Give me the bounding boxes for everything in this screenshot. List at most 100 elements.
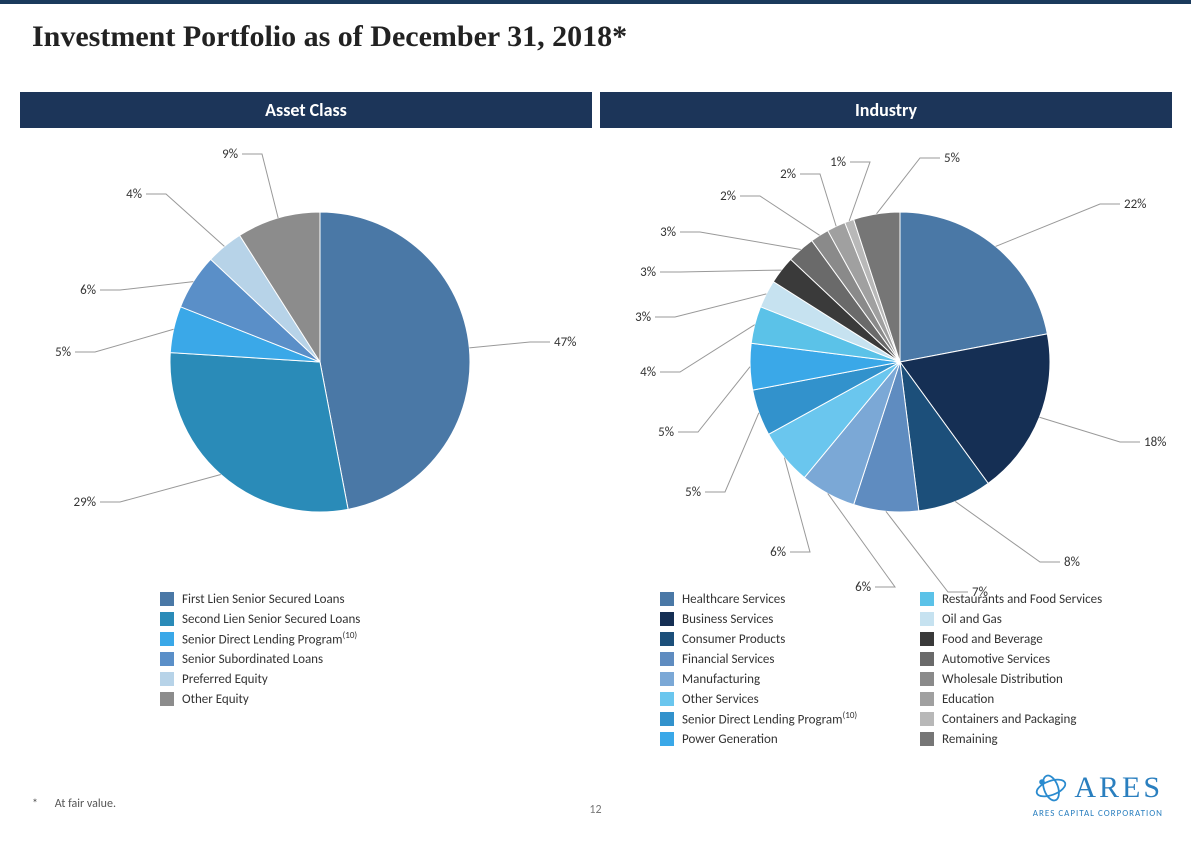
- legend-item: Healthcare Services: [660, 589, 920, 609]
- asset-class-header: Asset Class: [20, 92, 592, 128]
- legend-item: Second Lien Senior Secured Loans: [160, 609, 560, 629]
- slice-percent-label: 1%: [830, 155, 846, 170]
- legend-label: Power Generation: [682, 732, 778, 747]
- legend-swatch: [160, 612, 174, 626]
- leader-line: [705, 413, 759, 492]
- legend-swatch: [160, 672, 174, 686]
- asset-class-legend: First Lien Senior Secured Loans Second L…: [160, 589, 560, 709]
- leader-line: [800, 174, 836, 226]
- legend-item: First Lien Senior Secured Loans: [160, 589, 560, 609]
- legend-label: Remaining: [942, 732, 998, 747]
- slice-percent-label: 9%: [222, 147, 238, 162]
- leader-line: [655, 294, 766, 317]
- legend-swatch: [920, 612, 934, 626]
- leader-line: [849, 162, 870, 221]
- logo-brand-text: ARES: [1074, 773, 1163, 803]
- legend-swatch: [920, 692, 934, 706]
- legend-label: Other Equity: [182, 692, 249, 707]
- industry-legend: Healthcare Services Business Services Co…: [660, 589, 1180, 749]
- legend-swatch: [920, 652, 934, 666]
- legend-label: Preferred Equity: [182, 672, 268, 687]
- leader-line: [100, 282, 193, 290]
- legend-item: Senior Direct Lending Program(10): [660, 709, 920, 729]
- leader-line: [740, 196, 820, 235]
- legend-item: Other Services: [660, 689, 920, 709]
- pie-slice: [170, 353, 348, 512]
- legend-label: Restaurants and Food Services: [942, 592, 1102, 607]
- legend-label: Financial Services: [682, 652, 774, 667]
- legend-swatch: [660, 672, 674, 686]
- legend-item: Consumer Products: [660, 629, 920, 649]
- legend-item: Restaurants and Food Services: [920, 589, 1180, 609]
- industry-pie: 22%18%8%7%6%6%5%5%4%3%3%3%2%2%1%5%: [600, 132, 1172, 632]
- legend-swatch: [920, 672, 934, 686]
- legend-swatch: [160, 592, 174, 606]
- leader-line: [660, 325, 755, 372]
- ares-logo: ARES ARES CAPITAL CORPORATION: [1033, 773, 1163, 819]
- legend-swatch: [660, 632, 674, 646]
- legend-swatch: [660, 652, 674, 666]
- legend-swatch: [660, 712, 674, 726]
- legend-item: Automotive Services: [920, 649, 1180, 669]
- legend-swatch: [660, 732, 674, 746]
- legend-label: Senior Direct Lending Program(10): [682, 710, 857, 727]
- slice-percent-label: 3%: [635, 310, 651, 325]
- page-title: Investment Portfolio as of December 31, …: [32, 20, 627, 54]
- legend-swatch: [660, 692, 674, 706]
- slice-percent-label: 5%: [658, 425, 674, 440]
- legend-item: Remaining: [920, 729, 1180, 749]
- legend-label: Manufacturing: [682, 672, 760, 687]
- logo-subtext: ARES CAPITAL CORPORATION: [1033, 808, 1163, 819]
- legend-label: Healthcare Services: [682, 592, 785, 607]
- leader-line: [680, 232, 801, 249]
- legend-label: Education: [942, 692, 994, 707]
- industry-header: Industry: [600, 92, 1172, 128]
- leader-line: [678, 367, 750, 432]
- slice-percent-label: 4%: [126, 187, 142, 202]
- legend-item: Senior Direct Lending Program(10): [160, 629, 560, 649]
- slice-percent-label: 47%: [554, 335, 576, 350]
- slice-percent-label: 5%: [944, 151, 960, 166]
- slice-percent-label: 5%: [685, 485, 701, 500]
- legend-label: Senior Subordinated Loans: [182, 652, 323, 667]
- industry-chart: 22%18%8%7%6%6%5%5%4%3%3%3%2%2%1%5%: [600, 132, 1172, 632]
- legend-swatch: [160, 692, 174, 706]
- legend-label: Automotive Services: [942, 652, 1050, 667]
- legend-swatch: [920, 592, 934, 606]
- slice-percent-label: 3%: [660, 225, 676, 240]
- legend-swatch: [920, 732, 934, 746]
- legend-item: Power Generation: [660, 729, 920, 749]
- leader-line: [100, 475, 221, 502]
- legend-label: Second Lien Senior Secured Loans: [182, 612, 360, 627]
- legend-label: Other Services: [682, 692, 759, 707]
- slice-percent-label: 4%: [640, 365, 656, 380]
- legend-label: Wholesale Distribution: [942, 672, 1063, 687]
- leader-line: [75, 329, 174, 352]
- pie-slice: [320, 212, 470, 509]
- slice-percent-label: 8%: [1064, 555, 1080, 570]
- leader-line: [660, 270, 781, 272]
- leader-line: [996, 204, 1120, 246]
- slice-percent-label: 6%: [770, 545, 786, 560]
- legend-item: Wholesale Distribution: [920, 669, 1180, 689]
- legend-item: Senior Subordinated Loans: [160, 649, 560, 669]
- legend-item: Oil and Gas: [920, 609, 1180, 629]
- legend-swatch: [920, 712, 934, 726]
- legend-label: Food and Beverage: [942, 632, 1043, 647]
- legend-swatch: [660, 592, 674, 606]
- leader-line: [886, 511, 968, 592]
- legend-item: Food and Beverage: [920, 629, 1180, 649]
- legend-item: Preferred Equity: [160, 669, 560, 689]
- logo-brand: ARES: [1034, 773, 1163, 803]
- leader-line: [1039, 417, 1140, 442]
- asset-class-chart: 47%29%5%6%4%9%: [20, 132, 592, 632]
- legend-item: Containers and Packaging: [920, 709, 1180, 729]
- legend-swatch: [660, 612, 674, 626]
- legend-item: Financial Services: [660, 649, 920, 669]
- slice-percent-label: 5%: [55, 345, 71, 360]
- orbit-icon: [1034, 773, 1068, 803]
- slice-percent-label: 3%: [640, 265, 656, 280]
- legend-label: Containers and Packaging: [942, 712, 1077, 727]
- legend-label: Business Services: [682, 612, 773, 627]
- legend-label: Consumer Products: [682, 632, 785, 647]
